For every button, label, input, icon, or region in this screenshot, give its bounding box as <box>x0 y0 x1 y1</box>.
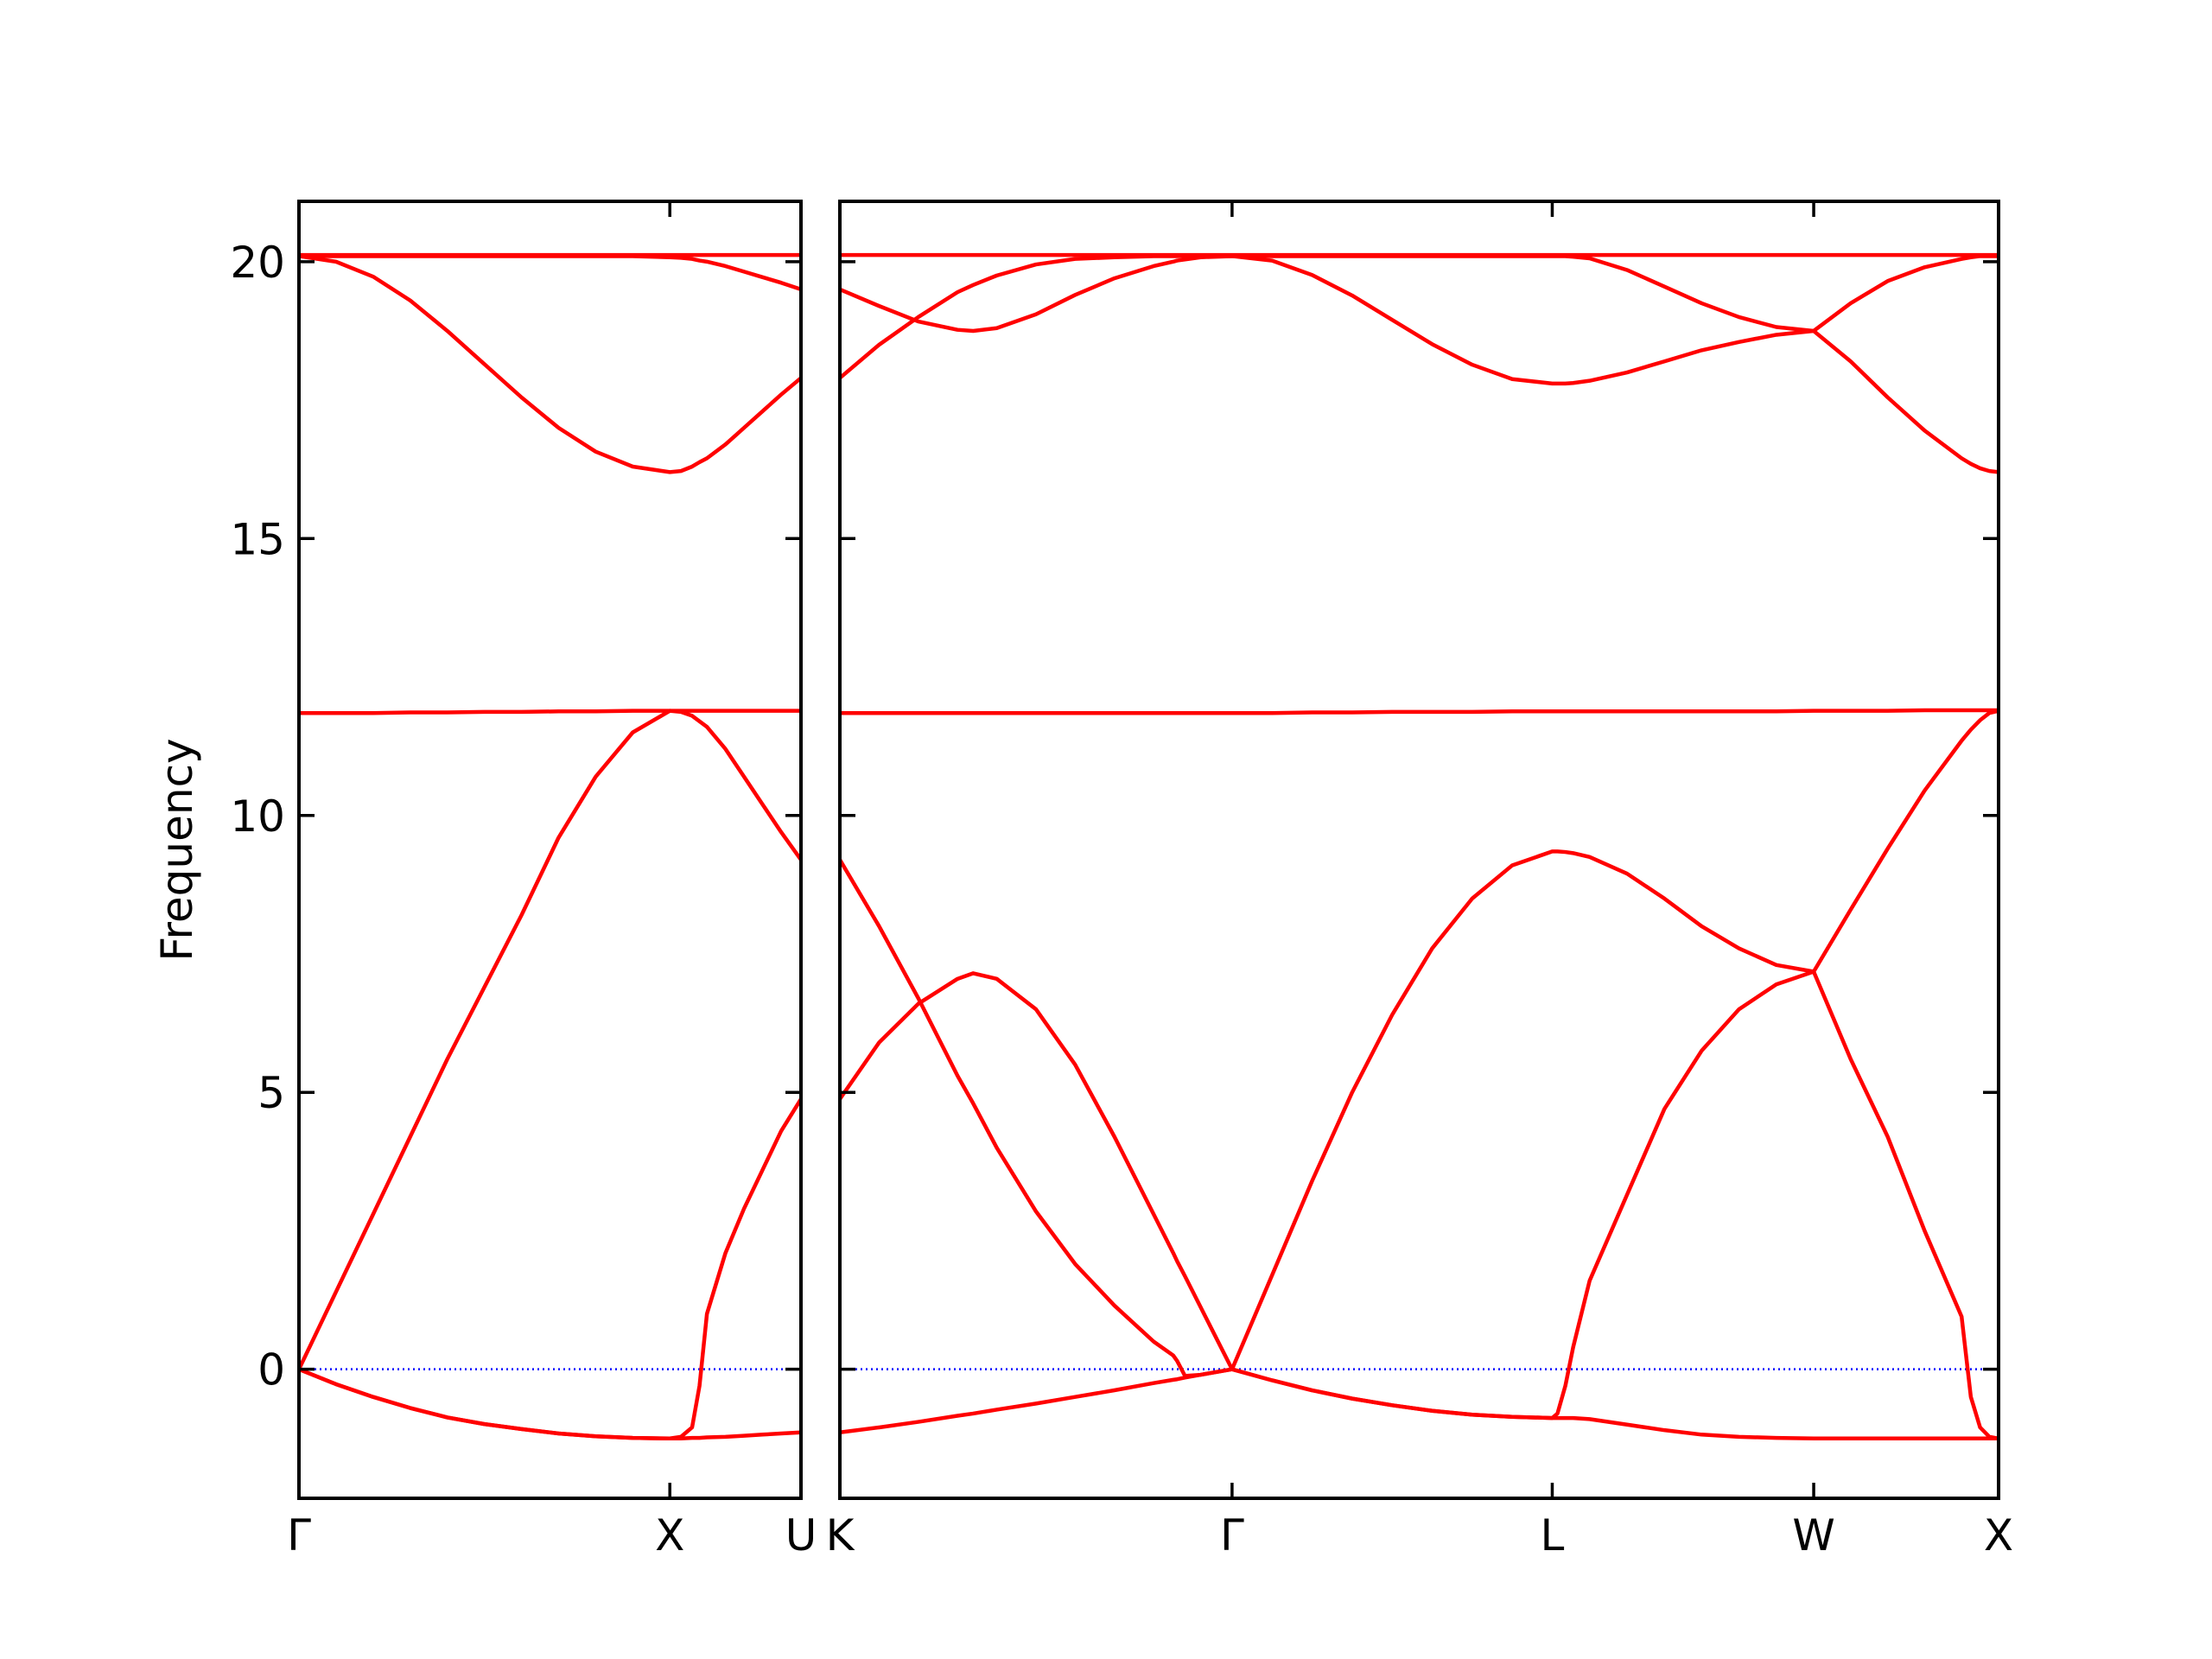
x-tick-label: Γ <box>1220 1510 1244 1560</box>
x-tick-label: U <box>785 1510 817 1560</box>
y-tick-label: 10 <box>230 791 285 842</box>
x-tick-label: Γ <box>287 1510 311 1560</box>
band-line <box>840 708 1999 715</box>
x-tick-label: X <box>1984 1510 2013 1560</box>
band-line <box>298 1367 802 1441</box>
y-tick-label: 0 <box>257 1345 285 1395</box>
y-tick-label: 20 <box>230 238 285 288</box>
band-line <box>838 858 1999 1440</box>
y-tick-label: 5 <box>257 1068 285 1118</box>
x-tick-label: W <box>1792 1510 1834 1560</box>
x-tick-label: L <box>1541 1510 1565 1560</box>
band-line <box>299 709 801 715</box>
plot-frame <box>297 200 803 1500</box>
band-line <box>838 254 1999 386</box>
band-line <box>299 254 802 292</box>
x-tick-label: K <box>826 1510 855 1560</box>
band-line <box>838 709 1999 1371</box>
y-axis-label: Frequency <box>152 738 202 961</box>
band-line <box>298 1097 803 1441</box>
band-line <box>298 254 803 474</box>
band-line <box>839 1367 1999 1441</box>
x-tick-label: X <box>655 1510 684 1560</box>
band-line <box>296 709 803 1370</box>
plot-frame <box>838 200 2000 1500</box>
band-line <box>839 254 1999 474</box>
y-tick-label: 15 <box>230 514 285 564</box>
